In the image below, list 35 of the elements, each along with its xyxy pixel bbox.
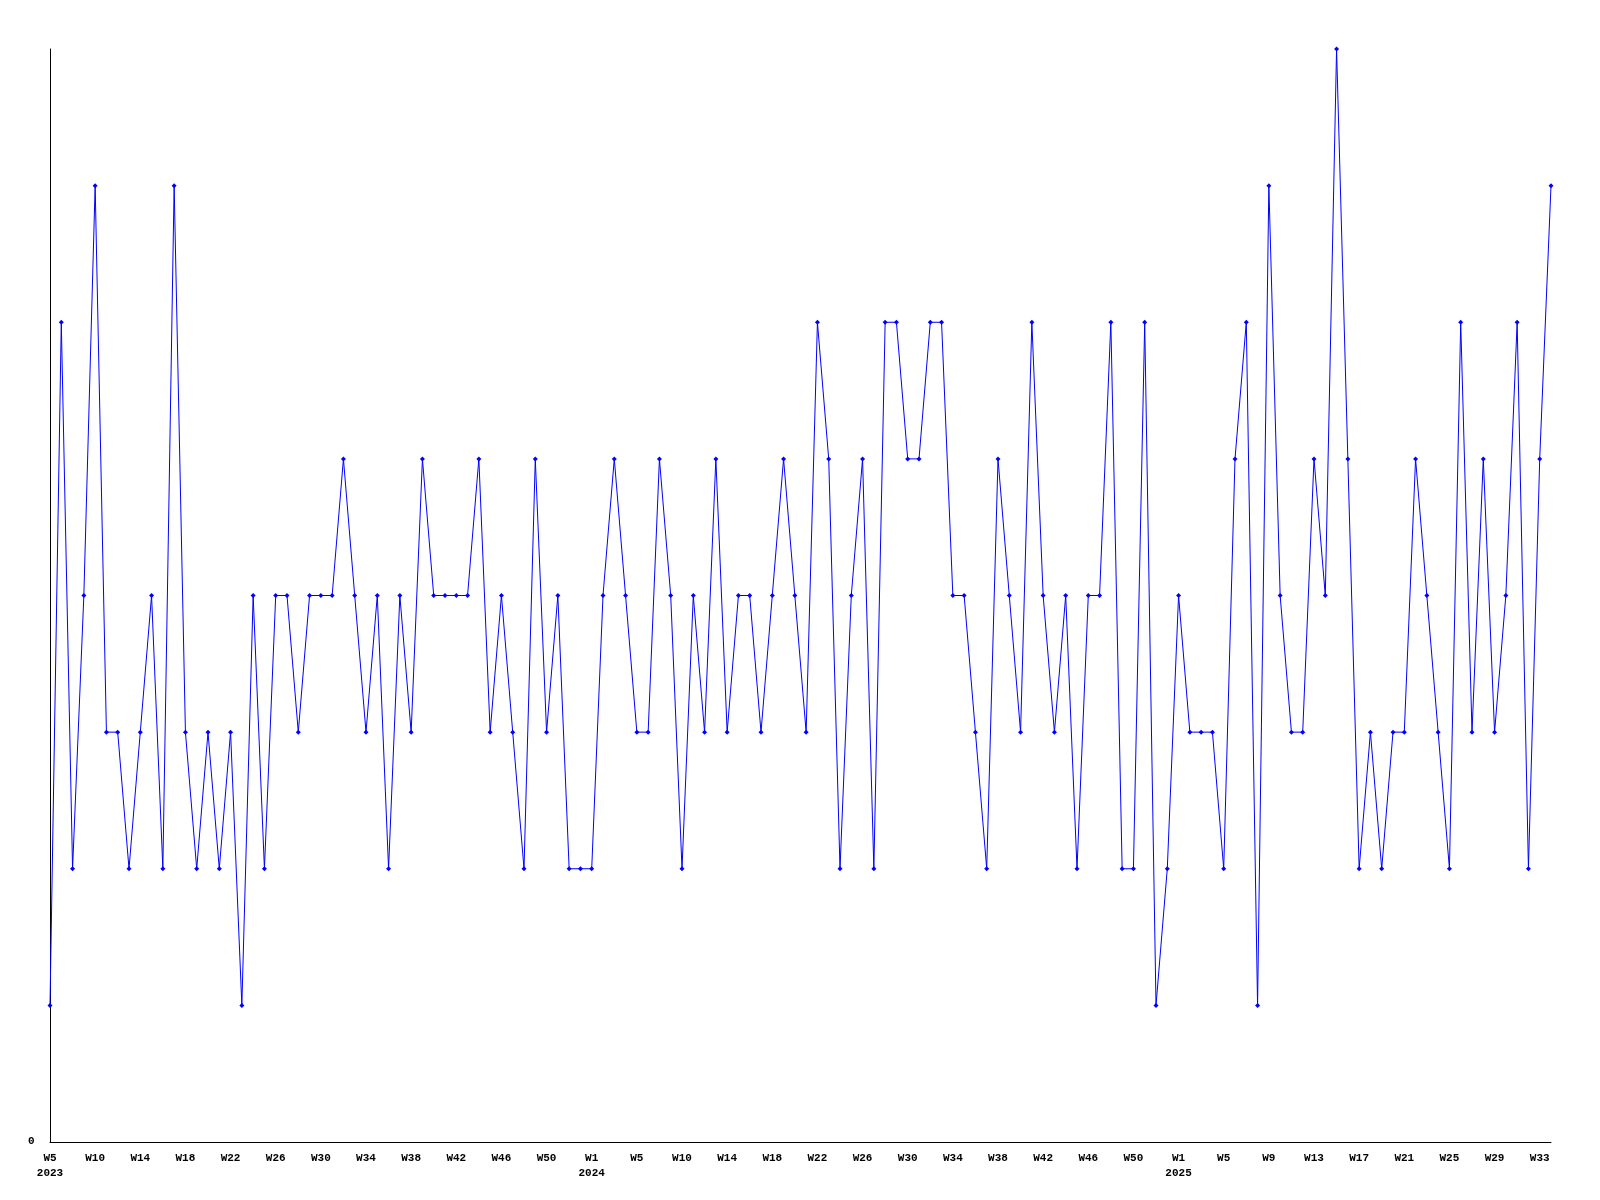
x-tick-label: W38: [401, 1151, 422, 1164]
x-tick-label: W14: [717, 1151, 738, 1164]
x-tick-label: W25: [1439, 1151, 1460, 1164]
x-tick-label: W10: [85, 1151, 106, 1164]
x-tick-label: W42: [446, 1151, 467, 1164]
x-tick-label: W34: [356, 1151, 377, 1164]
x-tick-label: W30: [897, 1151, 918, 1164]
x-tick-label: W13: [1304, 1151, 1325, 1164]
x-tick-label: W22: [807, 1151, 828, 1164]
x-tick-label: W42: [1033, 1151, 1054, 1164]
x-tick-label: W18: [762, 1151, 783, 1164]
x-tick-label: W9: [1262, 1151, 1276, 1164]
x-tick-label: W46: [491, 1151, 512, 1164]
x-tick-label: W22: [220, 1151, 241, 1164]
x-tick-label: W30: [310, 1151, 331, 1164]
x-tick-label: W17: [1349, 1151, 1370, 1164]
x-tick-label: W50: [536, 1151, 557, 1164]
x-tick-label: W5: [1217, 1151, 1231, 1164]
x-tick-label: W34: [942, 1151, 964, 1164]
text: 0: [28, 1134, 35, 1147]
x-tick-label: W46: [1078, 1151, 1099, 1164]
x-tick-label: W5 2023: [36, 1151, 64, 1179]
x-tick-label: W18: [175, 1151, 196, 1164]
x-tick-label: W29: [1484, 1151, 1505, 1164]
x-tick-label: W14: [130, 1151, 151, 1164]
x-tick-label: W33: [1529, 1151, 1551, 1164]
x-tick-label: W38: [988, 1151, 1009, 1164]
x-tick-label: W1 2024: [578, 1151, 606, 1179]
x-tick-label: W5: [630, 1151, 644, 1164]
x-tick-label: W50: [1123, 1151, 1144, 1164]
x-tick-label: W21: [1394, 1151, 1415, 1164]
x-tick-label: W26: [265, 1151, 286, 1164]
x-tick-label: W10: [672, 1151, 692, 1164]
x-tick-label: W1 2025: [1165, 1151, 1193, 1179]
x-tick-label: W26: [852, 1151, 873, 1164]
